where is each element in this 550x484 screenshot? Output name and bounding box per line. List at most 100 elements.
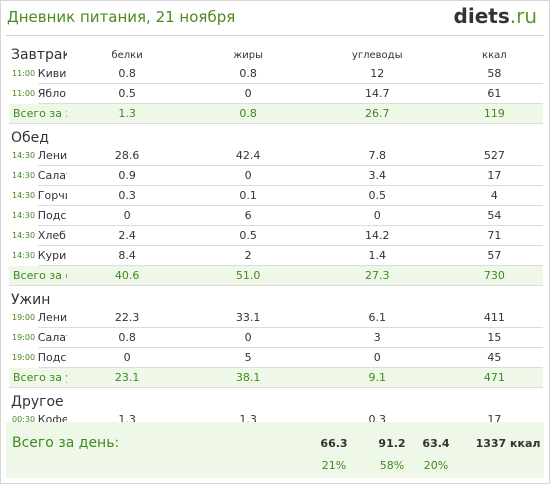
protein-value: 8.4 xyxy=(66,245,188,266)
food-name-link[interactable]: Яблоки; 130 г xyxy=(37,83,67,104)
carbs-value: 6.1 xyxy=(308,308,446,328)
food-name-link[interactable]: Горчица зернистая; 4 г xyxy=(37,185,67,206)
section-header: Другое xyxy=(9,388,543,411)
column-header: жиры xyxy=(233,49,264,61)
column-header: ккал xyxy=(482,49,507,61)
entry-time: 19:00 xyxy=(12,333,36,342)
day-fat-pct: 58% xyxy=(379,459,405,472)
total-kcal: 730 xyxy=(445,265,543,286)
section-title: Другое xyxy=(11,394,64,410)
logo-suffix: .ru xyxy=(509,4,537,28)
fat-value: 0 xyxy=(187,165,309,186)
fat-value: 0.1 xyxy=(187,185,309,206)
empty-cell xyxy=(67,388,188,411)
empty-cell xyxy=(446,388,543,411)
food-name-link[interactable]: Киви; 80 г xyxy=(37,64,67,84)
fat-value: 42.4 xyxy=(187,146,309,166)
kcal-value: 411 xyxy=(445,308,543,328)
protein-value: 0.9 xyxy=(66,165,188,186)
day-total-carbs: 63.4 xyxy=(422,437,450,450)
day-total-label: Всего за день: xyxy=(12,435,120,451)
food-name-link[interactable]: Ленивые голубцы из свинины; 156 г xyxy=(37,308,67,328)
total-kcal: 471 xyxy=(445,367,543,388)
carbs-value: 1.4 xyxy=(308,245,446,266)
kcal-value: 58 xyxy=(445,64,543,84)
section-header: Обед xyxy=(9,124,543,147)
food-row[interactable]: 14:30Куриный бульон; 190 г8.421.457 xyxy=(9,245,543,266)
food-name-link[interactable]: Хлеб бородинский; 35 г xyxy=(37,225,67,246)
carbs-value: 0.5 xyxy=(308,185,446,206)
column-header: углеводы xyxy=(351,49,403,61)
fat-value: 0 xyxy=(187,83,309,104)
carbs-value: 3.4 xyxy=(308,165,446,186)
kcal-value: 71 xyxy=(445,225,543,246)
diets-logo[interactable]: diets.ru xyxy=(454,4,537,28)
protein-value: 0.8 xyxy=(66,327,188,348)
entry-time: 14:30 xyxy=(12,191,36,200)
food-row[interactable]: 19:00Ленивые голубцы из свинины; 156 г22… xyxy=(9,308,543,328)
food-row[interactable]: 14:30Ленивые голубцы из свинины; 200 г28… xyxy=(9,146,543,166)
protein-value: 0 xyxy=(66,347,188,368)
section-title: Ужин xyxy=(11,292,51,308)
header-divider xyxy=(6,35,544,36)
total-fat: 51.0 xyxy=(187,265,309,286)
entry-time: 14:30 xyxy=(12,251,36,260)
entry-time: 14:30 xyxy=(12,171,36,180)
kcal-value: 4 xyxy=(445,185,543,206)
total-protein: 1.3 xyxy=(66,103,188,124)
column-header: белки xyxy=(111,49,143,61)
food-row[interactable]: 14:30Горчица зернистая; 4 г0.30.10.54 xyxy=(9,185,543,206)
empty-cell xyxy=(309,286,446,309)
food-name-link[interactable]: Подсолнечное масло; 5 г xyxy=(37,347,67,368)
protein-value: 0.5 xyxy=(66,83,188,104)
section-header: Завтрак белки жиры углеводы ккал xyxy=(9,46,543,64)
kcal-value: 54 xyxy=(445,205,543,226)
entry-time: 11:00 xyxy=(12,89,36,98)
total-fat: 0.8 xyxy=(187,103,309,124)
protein-value: 28.6 xyxy=(66,146,188,166)
entry-time: 19:00 xyxy=(12,353,36,362)
fat-value: 0 xyxy=(187,327,309,348)
total-carbs: 26.7 xyxy=(308,103,446,124)
fat-value: 6 xyxy=(187,205,309,226)
fat-value: 5 xyxy=(187,347,309,368)
section-title: Обед xyxy=(11,130,49,146)
entry-time: 00:30 xyxy=(12,415,36,425)
food-row[interactable]: 14:30Подсолнечное масло; 6 г06054 xyxy=(9,205,543,226)
carbs-value: 0 xyxy=(308,205,446,226)
empty-cell xyxy=(188,388,309,411)
section-title: Завтрак xyxy=(11,47,67,63)
fat-value: 33.1 xyxy=(187,308,309,328)
kcal-value: 45 xyxy=(445,347,543,368)
food-name-link[interactable]: Салат овощной 2; 98 г xyxy=(37,327,67,348)
food-name-link[interactable]: Подсолнечное масло; 6 г xyxy=(37,205,67,226)
empty-cell xyxy=(309,124,446,147)
protein-value: 0.3 xyxy=(66,185,188,206)
empty-cell xyxy=(67,286,188,309)
kcal-value: 527 xyxy=(445,146,543,166)
empty-cell xyxy=(188,286,309,309)
food-name-link[interactable]: Ленивые голубцы из свинины; 200 г xyxy=(37,146,67,166)
day-total-fat: 91.2 xyxy=(378,437,406,450)
food-name-link[interactable]: Салат овощной 2; 110 г xyxy=(37,165,67,186)
total-carbs: 27.3 xyxy=(308,265,446,286)
total-protein: 23.1 xyxy=(66,367,188,388)
empty-cell xyxy=(188,124,309,147)
food-row[interactable]: 14:30Салат овощной 2; 110 г0.903.417 xyxy=(9,165,543,186)
carbs-value: 3 xyxy=(308,327,446,348)
page-title: Дневник питания, 21 ноября xyxy=(7,8,236,26)
day-total-panel: Всего за день: 66.3 91.2 63.4 1337 ккал … xyxy=(6,422,544,478)
day-total-protein: 66.3 xyxy=(320,437,348,450)
total-kcal: 119 xyxy=(445,103,543,124)
food-name-link[interactable]: Куриный бульон; 190 г xyxy=(37,245,67,266)
food-row[interactable]: 19:00Подсолнечное масло; 5 г05045 xyxy=(9,347,543,368)
empty-cell xyxy=(446,124,543,147)
